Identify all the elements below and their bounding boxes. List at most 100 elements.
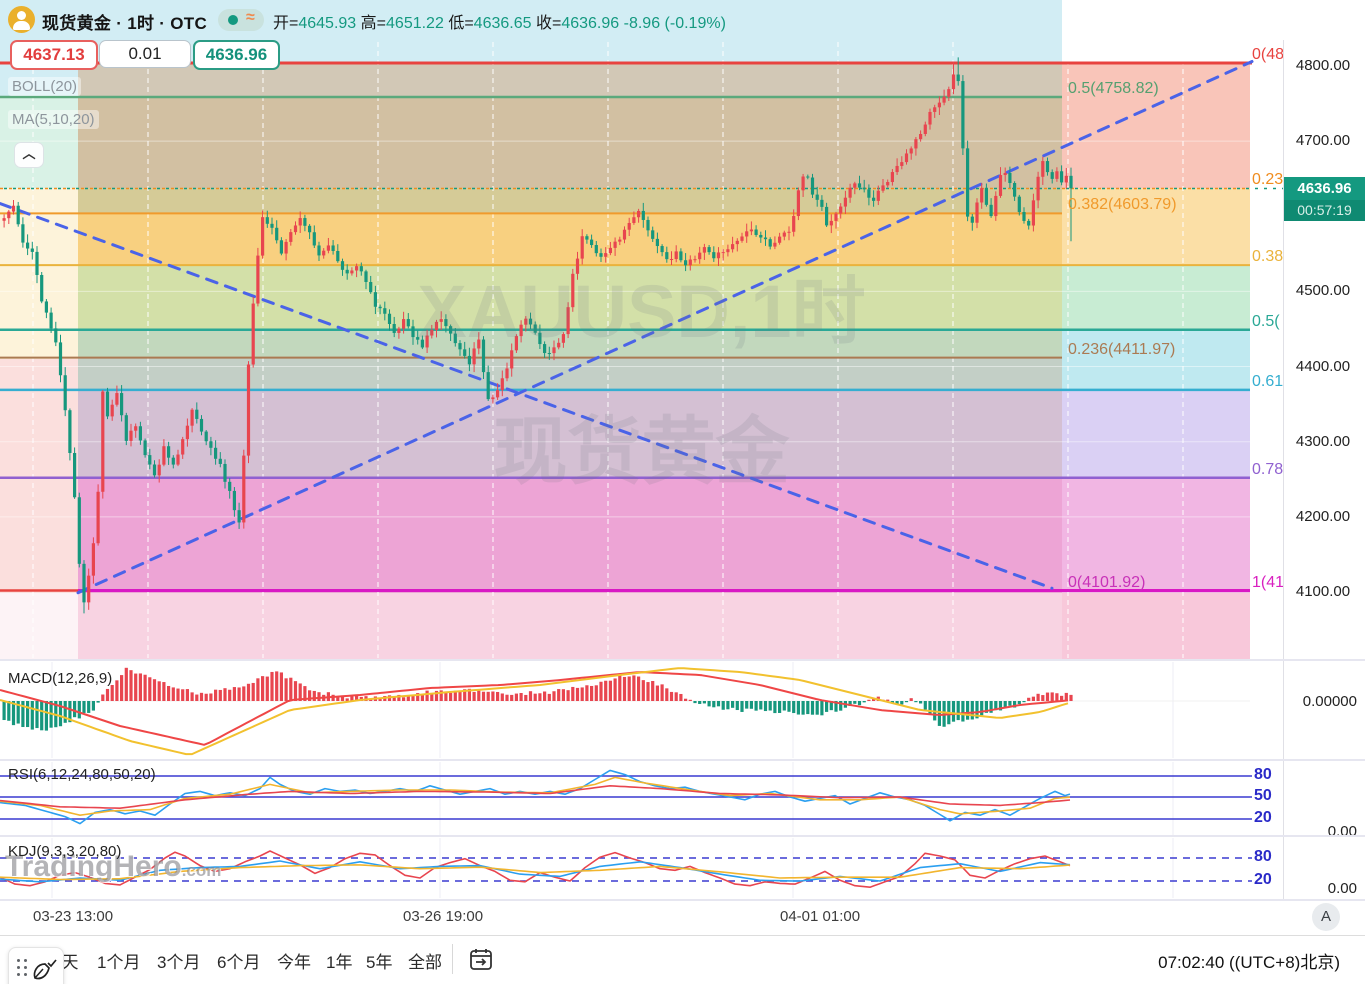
macd-hist-bar bbox=[881, 699, 885, 701]
macd-hist-bar bbox=[1036, 693, 1040, 701]
macd-hist-bar bbox=[185, 689, 189, 701]
header-highlight bbox=[0, 0, 1062, 40]
macd-hist-bar bbox=[16, 701, 20, 724]
macd-hist-bar bbox=[928, 701, 932, 715]
macd-hist-bar bbox=[895, 701, 899, 704]
macd-hist-bar bbox=[176, 688, 180, 701]
macd-hist-bar bbox=[825, 701, 829, 712]
market-status-pill[interactable] bbox=[218, 9, 264, 31]
pane-separator[interactable] bbox=[0, 835, 1365, 837]
macd-hist-bar bbox=[73, 701, 77, 718]
macd-hist-bar bbox=[500, 693, 504, 701]
macd-hist-bar bbox=[792, 701, 796, 714]
bid-price-box[interactable]: 4637.13 bbox=[10, 40, 98, 70]
pane-separator[interactable] bbox=[0, 759, 1365, 761]
drawing-toolbar-card[interactable] bbox=[8, 947, 64, 984]
macd-hist-bar bbox=[486, 691, 490, 701]
macd-hist-bar bbox=[782, 701, 786, 711]
macd-hist-bar bbox=[590, 685, 594, 701]
macd-hist-bar bbox=[138, 673, 142, 701]
collapse-legend-button[interactable]: ︿ bbox=[14, 142, 44, 168]
fib-level-label: 0.236(4411.97) bbox=[1068, 340, 1176, 358]
change-value: -8.96 (-0.19%) bbox=[623, 15, 726, 32]
account-avatar-icon[interactable] bbox=[8, 6, 35, 33]
macd-hist-bar bbox=[7, 701, 11, 721]
macd-hist-bar bbox=[608, 680, 612, 701]
macd-hist-bar bbox=[533, 693, 537, 701]
range-button-6m[interactable]: 6个月 bbox=[217, 953, 261, 972]
macd-hist-bar bbox=[214, 689, 218, 701]
macd-hist-bar bbox=[261, 676, 265, 701]
macd-hist-bar bbox=[702, 701, 706, 704]
macd-hist-bar bbox=[148, 677, 152, 701]
ask-price-box[interactable]: 4636.96 bbox=[193, 40, 280, 70]
fib-band-fill bbox=[0, 592, 78, 660]
macd-hist-bar bbox=[289, 677, 293, 701]
pane-separator[interactable] bbox=[0, 659, 1365, 661]
macd-hist-bar bbox=[49, 701, 53, 728]
macd-hist-bar bbox=[684, 698, 688, 701]
macd-hist-bar bbox=[669, 691, 674, 701]
auto-scale-button[interactable]: A bbox=[1312, 903, 1340, 931]
range-button-5y[interactable]: 5年 bbox=[366, 953, 393, 972]
approx-icon: ≈ bbox=[246, 9, 255, 26]
macd-hist-bar bbox=[463, 689, 467, 701]
macd-hist-bar bbox=[35, 701, 39, 729]
macd-hist-bar bbox=[754, 701, 758, 711]
macd-hist-bar bbox=[575, 687, 580, 701]
macd-hist-bar bbox=[970, 701, 974, 720]
guide-level-label: 50 bbox=[1254, 787, 1272, 804]
fib-level-label-clipped: 0.61 bbox=[1252, 372, 1283, 390]
brand-watermark-suffix: .com bbox=[181, 861, 222, 880]
kdj-label[interactable]: KDJ(9,3,3,20,80) bbox=[8, 843, 122, 860]
draw-pen-icon[interactable] bbox=[31, 956, 59, 982]
macd-hist-bar bbox=[373, 696, 377, 701]
indicator-line bbox=[0, 769, 1071, 825]
macd-hist-bar bbox=[519, 692, 523, 701]
macd-hist-bar bbox=[378, 698, 382, 701]
macd-hist-bar bbox=[91, 701, 95, 711]
price-axis-tick: 4200.00 bbox=[1295, 507, 1351, 525]
fib-band-fill bbox=[0, 188, 78, 360]
macd-hist-bar bbox=[190, 692, 194, 701]
macd-hist-bar bbox=[622, 676, 627, 701]
macd-hist-bar bbox=[1060, 695, 1064, 701]
macd-hist-bar bbox=[731, 701, 735, 708]
symbol-title[interactable]: 现货黄金 · 1时 · OTC bbox=[42, 14, 208, 33]
macd-hist-bar bbox=[467, 688, 471, 701]
rsi-label[interactable]: RSI(6,12,24,80,50,20) bbox=[8, 766, 156, 783]
macd-hist-bar bbox=[862, 701, 866, 703]
macd-hist-bar bbox=[204, 693, 208, 701]
macd-hist-bar bbox=[383, 696, 387, 701]
macd-hist-bar bbox=[966, 701, 970, 720]
macd-hist-bar bbox=[745, 701, 749, 709]
drag-handle-icon[interactable] bbox=[17, 959, 27, 977]
macd-hist-bar bbox=[679, 693, 683, 701]
macd-hist-bar bbox=[303, 686, 307, 701]
range-button-all[interactable]: 全部 bbox=[408, 953, 442, 972]
macd-hist-bar bbox=[796, 701, 800, 715]
macd-hist-bar bbox=[293, 681, 298, 701]
macd-hist-bar bbox=[275, 671, 279, 701]
macd-hist-bar bbox=[834, 701, 838, 712]
range-button-1y[interactable]: 1年 bbox=[326, 953, 353, 972]
range-button-1m[interactable]: 1个月 bbox=[97, 953, 141, 972]
macd-hist-bar bbox=[810, 701, 815, 715]
range-button-3m[interactable]: 3个月 bbox=[157, 953, 201, 972]
high-label: 高= bbox=[360, 15, 387, 32]
boll-indicator-label[interactable]: BOLL(20) bbox=[8, 77, 82, 96]
ma-indicator-label[interactable]: MA(5,10,20) bbox=[8, 110, 99, 129]
macd-label[interactable]: MACD(12,26,9) bbox=[8, 670, 113, 687]
macd-hist-bar bbox=[129, 670, 133, 701]
macd-hist-bar bbox=[369, 698, 373, 701]
fib-level-label: 0.382(4603.79) bbox=[1068, 196, 1177, 214]
macd-hist-bar bbox=[308, 690, 312, 701]
macd-hist-bar bbox=[585, 685, 589, 701]
header-toolbar: 现货黄金 · 1时 · OTC ≈ 开=4645.93 高=4651.22 低=… bbox=[0, 0, 1365, 40]
macd-hist-bar bbox=[181, 689, 185, 701]
macd-hist-bar bbox=[340, 696, 345, 701]
macd-hist-bar bbox=[402, 697, 406, 701]
range-button-ytd[interactable]: 今年 bbox=[277, 953, 311, 972]
macd-hist-bar bbox=[355, 695, 359, 701]
fib-band-fill bbox=[1062, 329, 1250, 390]
